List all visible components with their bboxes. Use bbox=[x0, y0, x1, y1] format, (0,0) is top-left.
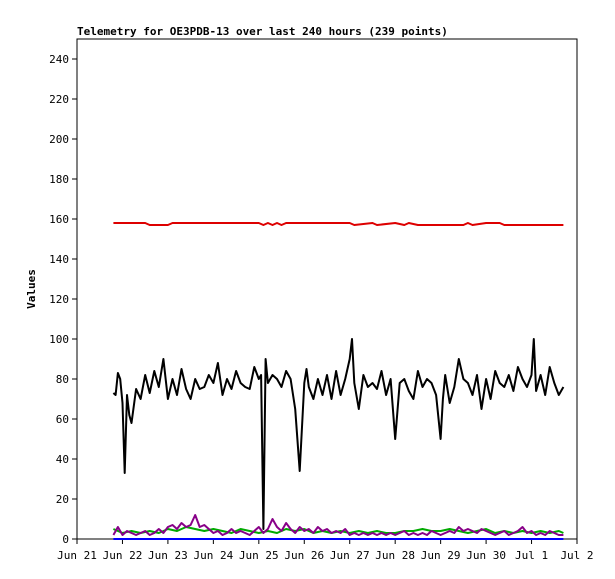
x-tick-label: Jul 1 bbox=[515, 549, 548, 562]
x-tick-label: Jun 21 bbox=[57, 549, 97, 562]
series-lines bbox=[112, 222, 565, 540]
y-tick-label: 0 bbox=[62, 533, 69, 546]
x-axis: Jun 21 Jun 22 Jun 23 Jun 24 Jun 25 Jun 26 Jun … bbox=[57, 539, 594, 562]
y-tick-label: 20 bbox=[56, 493, 69, 506]
y-tick-label: 40 bbox=[56, 453, 69, 466]
x-tick-label: Jun 25 bbox=[239, 549, 279, 562]
x-tick-label: Jun 30 bbox=[466, 549, 506, 562]
x-tick-label: Jun 22 bbox=[103, 549, 143, 562]
y-tick-label: 160 bbox=[49, 213, 69, 226]
x-tick-label: Jun 23 bbox=[148, 549, 188, 562]
y-tick-label: 100 bbox=[49, 333, 69, 346]
x-tick-label: Jul 2 bbox=[560, 549, 593, 562]
series-line-2 bbox=[112, 526, 564, 534]
x-tick-label: Jun 28 bbox=[375, 549, 415, 562]
x-tick-label: Jun 27 bbox=[330, 549, 370, 562]
series-line-3 bbox=[112, 514, 564, 536]
y-tick-label: 200 bbox=[49, 133, 69, 146]
y-axis-title: Values bbox=[25, 269, 38, 309]
y-tick-label: 240 bbox=[49, 53, 69, 66]
y-tick-label: 120 bbox=[49, 293, 69, 306]
series-line-0 bbox=[113, 222, 564, 226]
y-tick-label: 180 bbox=[49, 173, 69, 186]
chart-title: Telemetry for OE3PDB-13 over last 240 ho… bbox=[77, 25, 448, 38]
x-tick-label: Jun 29 bbox=[421, 549, 461, 562]
x-tick-label: Jun 26 bbox=[284, 549, 324, 562]
plot-area bbox=[76, 38, 578, 540]
y-tick-label: 80 bbox=[56, 373, 69, 386]
y-tick-label: 140 bbox=[49, 253, 69, 266]
y-axis: 0 20 40 60 80 100 120 140 160 180 200 220 240 bbox=[49, 53, 77, 546]
series-line-1 bbox=[112, 338, 565, 530]
y-tick-label: 60 bbox=[56, 413, 69, 426]
x-tick-label: Jun 24 bbox=[193, 549, 233, 562]
y-tick-label: 220 bbox=[49, 93, 69, 106]
